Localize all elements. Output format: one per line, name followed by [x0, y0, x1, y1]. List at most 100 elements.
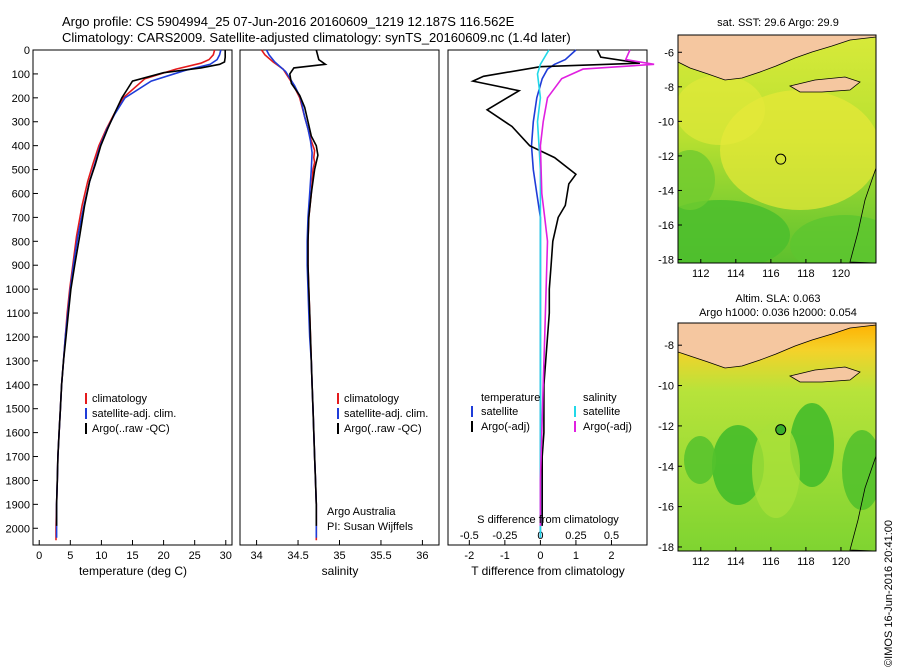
depth-tick-label: 200 — [12, 93, 30, 105]
x-tick-label: 30 — [220, 550, 232, 562]
float-position-marker — [775, 153, 787, 165]
sla-low-patch — [790, 403, 834, 487]
legend-swatch-s-argo — [574, 421, 576, 432]
depth-tick-label: 1600 — [6, 428, 30, 440]
salinity-panel-frame — [239, 49, 440, 546]
map-lat-tick-label: -8 — [664, 340, 674, 352]
depth-tick-label: 1700 — [6, 452, 30, 464]
legend-climatology: climatology — [92, 393, 148, 405]
x2-tick-label: 0.5 — [604, 530, 619, 542]
sst-land-java — [678, 35, 876, 81]
series-t-argo-adj--line — [470, 49, 641, 526]
sla-land-australia — [849, 455, 876, 551]
depth-tick-label: 100 — [12, 69, 30, 81]
map-lon-tick-label: 112 — [692, 556, 710, 568]
sst-warm-patch — [678, 75, 765, 145]
map-lat-tick-label: -6 — [664, 47, 674, 59]
depth-tick-label: 300 — [12, 117, 30, 129]
map-lat-tick-label: -14 — [658, 185, 674, 197]
sst-land-australia — [849, 167, 876, 263]
map-lon-tick-label: 118 — [797, 556, 815, 568]
map-lat-tick-label: -12 — [658, 151, 674, 163]
legend-swatch-argo — [85, 423, 87, 434]
map-lon-tick-label: 120 — [832, 556, 850, 568]
difference-panel-frame — [447, 49, 648, 546]
legend-swatch-satellite — [85, 408, 87, 419]
x2-tick-label: -0.5 — [460, 530, 479, 542]
legend-diff-salinity: salinity — [583, 392, 617, 404]
sla-land-islands — [788, 366, 861, 383]
chart-title-line2: Climatology: CARS2009. Satellite-adjuste… — [62, 30, 571, 45]
depth-tick-label: 2000 — [6, 523, 30, 535]
legend-argo-s: Argo(..raw -QC) — [344, 423, 422, 435]
temperature-axis-label: temperature (deg C) — [79, 564, 187, 578]
map-lat-tick-label: -18 — [658, 255, 674, 267]
map-lon-tick-label: 114 — [727, 268, 745, 280]
x-tick-label: 20 — [157, 550, 169, 562]
depth-tick-label: 600 — [12, 188, 30, 200]
sla-low-patch — [684, 436, 716, 484]
x-tick-label: 35 — [333, 550, 345, 562]
sla-map — [678, 323, 876, 551]
legend-argo: Argo(..raw -QC) — [92, 423, 170, 435]
x2-tick-label: -0.25 — [492, 530, 517, 542]
sla-map-label-1: Altim. SLA: 0.063 — [736, 293, 821, 305]
legend-swatch-t-satellite — [471, 406, 473, 417]
x-tick-label: 36 — [416, 550, 428, 562]
map-lat-tick-label: -10 — [658, 381, 674, 393]
legend-satellite-s: satellite-adj. clim. — [344, 408, 428, 420]
legend-swatch-s-satellite — [574, 406, 576, 417]
map-lon-tick-label: 118 — [797, 268, 815, 280]
map-lat-tick-label: -16 — [658, 220, 674, 232]
legend-t-satellite: satellite — [481, 406, 518, 418]
sla-map-frame — [677, 322, 877, 552]
sst-map — [678, 35, 876, 263]
depth-tick-label: 1000 — [6, 284, 30, 296]
axis-ticks: 0100200300400500600700800900100011001200… — [6, 45, 620, 562]
map-lat-tick-label: -18 — [658, 542, 674, 554]
depth-tick-label: 1800 — [6, 475, 30, 487]
depth-tick-label: 1200 — [6, 332, 30, 344]
depth-tick-label: 500 — [12, 165, 30, 177]
legend-diff-temperature: temperature — [481, 392, 540, 404]
sst-cool-patch — [790, 215, 876, 263]
x-tick-label: 0 — [36, 550, 42, 562]
x-tick-label: 35.5 — [370, 550, 391, 562]
sla-high-patch — [752, 422, 800, 518]
legend-swatch-satellite-s — [337, 408, 339, 419]
x-tick-label: -1 — [500, 550, 510, 562]
sla-low-patch — [712, 425, 764, 505]
sla-map-label-2: Argo h1000: 0.036 h2000: 0.054 — [699, 307, 857, 319]
series-satellite-adj-clim--line — [55, 49, 222, 538]
map-ticks: 112 114 116 118 120 112 114 116 118 120 -6 -8 -10 -12… — [658, 47, 850, 568]
depth-tick-label: 1300 — [6, 356, 30, 368]
temperature-panel-frame — [32, 49, 233, 546]
sst-cool-patch — [678, 150, 715, 210]
pi-annotation: PI: Susan Wijffels — [327, 521, 413, 533]
x-tick-label: 0 — [537, 550, 543, 562]
legend-climatology-s: climatology — [344, 393, 400, 405]
t-difference-axis-label: T difference from climatology — [471, 564, 625, 578]
map-lon-tick-label: 116 — [762, 268, 780, 280]
depth-tick-label: 400 — [12, 141, 30, 153]
legend-swatch-t-argo — [471, 421, 473, 432]
sla-low-patch — [842, 430, 876, 510]
x-tick-label: -2 — [464, 550, 474, 562]
x2-tick-label: 0.25 — [565, 530, 586, 542]
salinity-axis-label: salinity — [322, 564, 359, 578]
legend-satellite: satellite-adj. clim. — [92, 408, 176, 420]
map-lat-tick-label: -12 — [658, 421, 674, 433]
sst-cool-patch — [678, 200, 790, 263]
series-s-argo-adj--line — [539, 49, 655, 526]
map-lat-tick-label: -10 — [658, 116, 674, 128]
depth-tick-label: 900 — [12, 260, 30, 272]
float-position-marker — [775, 424, 787, 436]
x-tick-label: 5 — [67, 550, 73, 562]
map-lon-tick-label: 120 — [832, 268, 850, 280]
legend-s-satellite: satellite — [583, 406, 620, 418]
x-tick-label: 1 — [573, 550, 579, 562]
legend-s-argo: Argo(-adj) — [583, 421, 632, 433]
depth-tick-label: 700 — [12, 212, 30, 224]
salinity-legend: climatology satellite-adj. clim. Argo(..… — [337, 393, 428, 435]
x-tick-label: 34.5 — [287, 550, 308, 562]
